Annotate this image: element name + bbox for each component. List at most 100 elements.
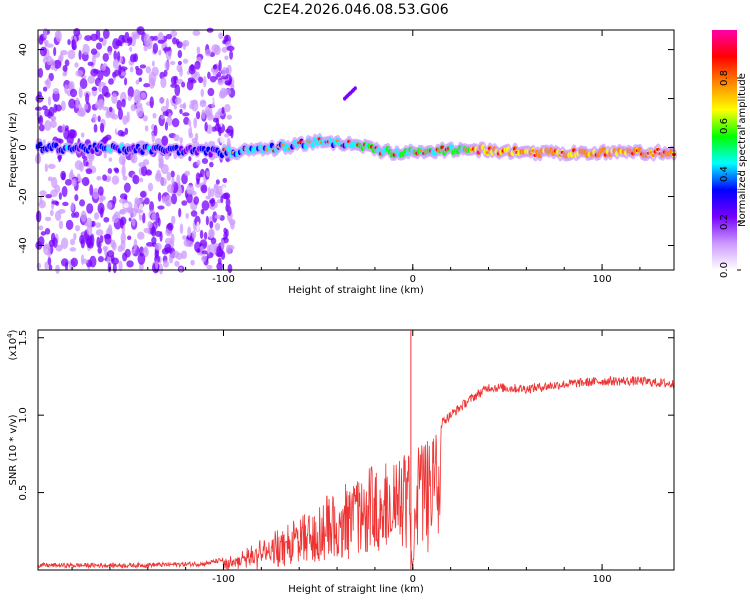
spectrogram-cell [140,92,147,99]
spectrogram-cell [46,55,53,66]
spectrogram-cell [151,236,157,244]
spectrogram-frame [37,29,675,271]
spectrogram-cell [95,222,101,229]
snr-panel: -100 0 100 0.5 1.0 1.5 Height of straight lin… [6,329,675,595]
spectrogram-cell [217,257,222,265]
spectrogram-cell [182,42,186,51]
spectrogram-cell [60,237,69,250]
spectrogram-cell [118,155,126,166]
spectrogram-cell [75,97,80,109]
spectrogram-cell [197,36,202,44]
spectrogram-cell [103,216,110,223]
spectrogram-cell [162,47,171,52]
spectrogram-cell [95,29,101,40]
spectrogram-cell [119,209,125,215]
spectrogram-cell [123,202,129,208]
spectrogram-cell [206,264,213,270]
spectrogram-cell [71,212,76,218]
spectrogram-cell [177,60,182,66]
spectrogram-cell [158,263,164,275]
spectrogram-cell [213,44,221,56]
spectrogram-cell [179,66,183,77]
spectrogram-cell [190,79,197,84]
spectrogram-cell [79,39,84,52]
spectrogram-cell [127,86,135,98]
spectrogram-cell [92,113,97,123]
y-tick-label: -20 [18,188,29,204]
spectrogram-cell [84,35,92,42]
spectrogram-cell [138,77,143,83]
spectrogram-cell [217,79,224,86]
spectrogram-cell [38,236,45,247]
spectrogram-cell [40,231,47,236]
spectrogram-cell [165,98,169,110]
spectrogram-cell [154,172,162,182]
spectrogram-cell [91,220,96,227]
spectrogram-cell [209,188,215,198]
spectrogram-cell [133,89,141,101]
spectrogram-cell [114,168,120,174]
spectrogram-cell [170,215,176,225]
spectrogram-cell [67,129,76,139]
snr-series-line [37,375,675,571]
spectrogram-cell [127,95,132,102]
spectrogram-cell [98,37,104,42]
spectrogram-cell [60,258,69,267]
spectrogram-cell [124,31,130,39]
spectrogram-cell [203,231,208,240]
y-tick-label: 40 [18,43,29,56]
spectrogram-cell [172,250,180,258]
spectrogram-cell [190,259,195,266]
spectrogram-cell [85,92,90,104]
spectrogram-cell [86,217,93,228]
spectrogram-cell [192,30,201,36]
spectrogram-cell [118,64,122,76]
spectrogram-cell [116,50,121,62]
spectrogram-cell [109,106,113,113]
spectrogram-cell [80,210,87,223]
spectrogram-cell [210,197,216,207]
spectrogram-cell [47,96,52,106]
spectrogram-cell [191,229,197,239]
spectrogram-cell [107,224,113,237]
spectrogram-cell [201,255,207,263]
spectrogram-cell [44,120,52,131]
spectrogram-axes: -100 0 100 -40 -20 0 20 40 [18,30,674,285]
spectrogram-cell [112,38,120,50]
spectrogram-cell [215,179,220,185]
spectrogram-cell [230,220,235,230]
spectrogram-cell [95,42,103,50]
spectrogram-cell [205,195,212,200]
spectrogram-cell [183,238,190,247]
spectrogram-cell [71,178,77,187]
spectrogram-cell [226,114,233,120]
spectrogram-cell [200,88,205,98]
spectrogram-cell [38,225,44,231]
spectrogram-cell [42,244,50,249]
spectrogram-cell [207,186,211,199]
spectrogram-cell [119,216,127,226]
spectrogram-cell [120,232,127,244]
spectrogram-cell [172,37,178,45]
spectrogram-cell [209,75,217,83]
spectrogram-cell [216,262,224,271]
spectrogram-cell [206,244,211,255]
spectrogram-cell [60,100,66,112]
colorbar-tick-label: 0.8 [719,70,730,86]
spectrogram-cell [124,127,129,135]
spectrogram-cell [196,248,201,253]
spectrogram-cell [134,197,140,204]
spectrogram-cell [214,214,222,219]
spectrogram-cell [195,111,201,120]
spectrogram-cell [214,201,218,208]
spectrogram-cell [206,113,214,121]
spectrogram-cell [49,209,54,216]
spectrogram-cell [102,106,109,111]
spectrogram-cell [162,111,169,117]
spectrogram-cell [222,177,228,184]
spectrogram-cell [78,49,82,60]
spectrogram-cell [131,217,136,227]
spectrogram-cell [49,120,57,129]
spectrogram-cell [144,125,149,132]
spectrogram-cell [89,184,94,196]
